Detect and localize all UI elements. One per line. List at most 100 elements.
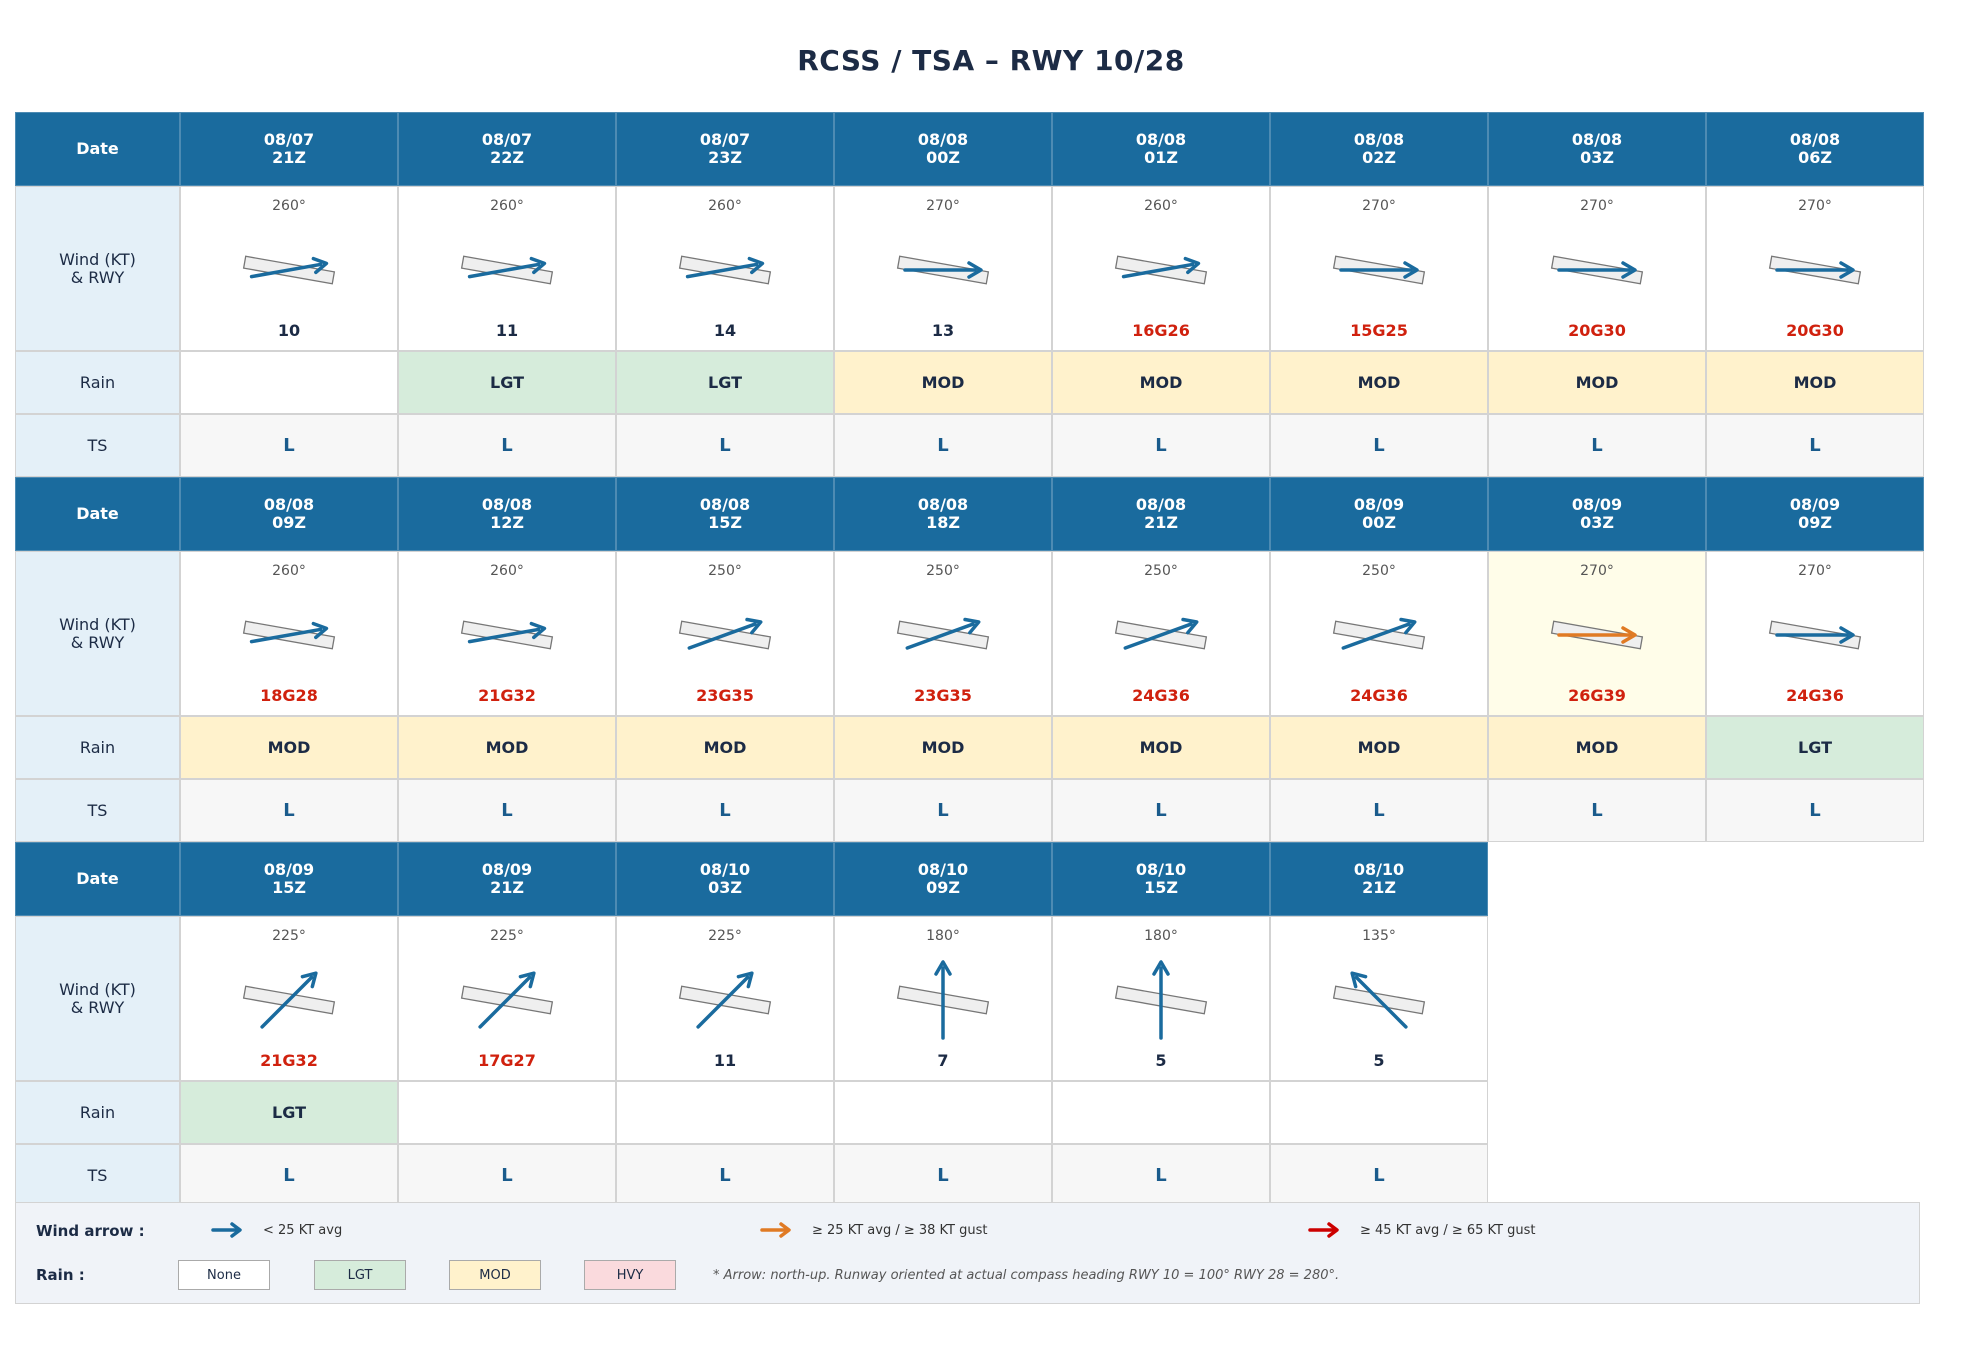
date-header: 08/08 18Z bbox=[834, 477, 1052, 551]
wind-arrow-graphic bbox=[1550, 620, 1644, 650]
wind-arrow-head bbox=[529, 256, 547, 275]
ts-cell: L bbox=[1052, 1144, 1270, 1207]
wind-cell: 225° 17G27 bbox=[398, 916, 616, 1081]
ts-cell: L bbox=[1270, 1144, 1488, 1207]
wind-arrow-graphic bbox=[896, 617, 990, 650]
wind-direction: 270° bbox=[1362, 198, 1396, 214]
header-date: 08/07 bbox=[699, 130, 751, 149]
wind-direction: 260° bbox=[272, 563, 306, 579]
wind-cell: 250° 23G35 bbox=[834, 551, 1052, 716]
wind-direction: 270° bbox=[1580, 198, 1614, 214]
wind-cell: 180° 5 bbox=[1052, 916, 1270, 1081]
ts-cell: L bbox=[834, 779, 1052, 842]
date-row-label: Date bbox=[15, 112, 180, 186]
legend-wind-text: < 25 KT avg bbox=[263, 1223, 343, 1238]
legend-rain-swatch-lgt: LGT bbox=[314, 1260, 406, 1290]
wind-arrow-graphic bbox=[1768, 620, 1862, 650]
header-date: 08/10 bbox=[1135, 860, 1187, 879]
wind-arrow-shaft bbox=[1341, 622, 1411, 650]
wind-arrow-shaft bbox=[687, 622, 757, 650]
header-date: 08/09 bbox=[263, 860, 315, 879]
rain-cell: MOD bbox=[1052, 716, 1270, 779]
date-header: 08/10 15Z bbox=[1052, 842, 1270, 916]
wind-direction: 270° bbox=[1580, 563, 1614, 579]
wind-speed: 21G32 bbox=[260, 1051, 318, 1070]
header-time: 03Z bbox=[1580, 513, 1614, 532]
wind-arrow-head bbox=[1152, 960, 1170, 976]
wind-arrow-graphic bbox=[242, 971, 336, 1029]
wind-cell: 260° 18G28 bbox=[180, 551, 398, 716]
legend-wind-text: ≥ 45 KT avg / ≥ 65 KT gust bbox=[1360, 1223, 1536, 1238]
ts-cell: L bbox=[834, 414, 1052, 477]
header-time: 06Z bbox=[1798, 148, 1832, 167]
date-header: 08/07 21Z bbox=[180, 112, 398, 186]
wind-speed: 26G39 bbox=[1568, 686, 1626, 705]
rain-cell: LGT bbox=[398, 351, 616, 414]
wind-direction: 270° bbox=[1798, 563, 1832, 579]
rain-cell bbox=[616, 1081, 834, 1144]
rain-cell: MOD bbox=[180, 716, 398, 779]
wind-arrow-head bbox=[1403, 261, 1419, 279]
wind-speed: 5 bbox=[1373, 1051, 1385, 1070]
ts-row-label: TS bbox=[15, 779, 180, 842]
rain-cell bbox=[1052, 1081, 1270, 1144]
wind-arrow-shaft bbox=[249, 262, 323, 279]
wind-direction: 250° bbox=[708, 563, 742, 579]
ts-cell: L bbox=[616, 1144, 834, 1207]
header-time: 09Z bbox=[272, 513, 306, 532]
wind-speed: 20G30 bbox=[1568, 321, 1626, 340]
wind-direction: 180° bbox=[1144, 928, 1178, 944]
wind-cell: 270° 26G39 bbox=[1488, 551, 1706, 716]
wind-cell: 270° 24G36 bbox=[1706, 551, 1924, 716]
wind-speed: 7 bbox=[937, 1051, 949, 1070]
wind-arrow-head bbox=[311, 621, 329, 640]
date-header: 08/08 12Z bbox=[398, 477, 616, 551]
rain-cell: MOD bbox=[1488, 716, 1706, 779]
legend-rain-title: Rain : bbox=[36, 1266, 85, 1284]
header-date: 08/09 bbox=[1789, 495, 1841, 514]
wind-cell: 260° 21G32 bbox=[398, 551, 616, 716]
wind-arrow-graphic bbox=[460, 620, 554, 650]
ts-cell: L bbox=[180, 1144, 398, 1207]
wind-label-line2: & RWY bbox=[70, 632, 125, 652]
wind-arrow-shaft bbox=[1121, 262, 1195, 279]
wind-arrow-graphic bbox=[896, 960, 990, 1040]
wind-arrow-shaft bbox=[1354, 975, 1408, 1029]
wind-arrow-head bbox=[311, 256, 329, 275]
wind-arrow-shaft bbox=[696, 975, 750, 1029]
header-date: 08/08 bbox=[1789, 130, 1841, 149]
legend-arrow-icon-strong bbox=[760, 1222, 791, 1238]
rain-cell: MOD bbox=[1488, 351, 1706, 414]
ts-cell: L bbox=[1052, 779, 1270, 842]
header-time: 09Z bbox=[926, 878, 960, 897]
wind-arrow-head bbox=[1350, 971, 1368, 989]
rain-cell: MOD bbox=[1706, 351, 1924, 414]
rain-row-label: Rain bbox=[15, 351, 180, 414]
wind-speed: 14 bbox=[713, 321, 737, 340]
rain-cell: LGT bbox=[616, 351, 834, 414]
rain-cell bbox=[1270, 1081, 1488, 1144]
wind-direction: 260° bbox=[272, 198, 306, 214]
wind-direction: 270° bbox=[926, 198, 960, 214]
wind-cell: 250° 23G35 bbox=[616, 551, 834, 716]
wind-direction: 270° bbox=[1798, 198, 1832, 214]
wind-arrow-graphic bbox=[1114, 960, 1208, 1040]
wind-arrow-head bbox=[1621, 261, 1637, 279]
wind-arrow-head bbox=[1839, 261, 1855, 279]
header-time: 21Z bbox=[490, 878, 524, 897]
wind-speed: 10 bbox=[277, 321, 301, 340]
wind-cell: 260° 11 bbox=[398, 186, 616, 351]
rain-cell: MOD bbox=[1052, 351, 1270, 414]
wind-label-line2: & RWY bbox=[70, 267, 125, 287]
wind-speed: 21G32 bbox=[478, 686, 536, 705]
date-header: 08/08 02Z bbox=[1270, 112, 1488, 186]
header-time: 01Z bbox=[1144, 148, 1178, 167]
wind-speed: 24G36 bbox=[1350, 686, 1408, 705]
date-header: 08/10 03Z bbox=[616, 842, 834, 916]
rain-cell: MOD bbox=[1270, 351, 1488, 414]
header-date: 08/08 bbox=[1135, 495, 1187, 514]
date-header: 08/08 06Z bbox=[1706, 112, 1924, 186]
wind-arrow-head bbox=[1621, 626, 1637, 644]
header-time: 15Z bbox=[272, 878, 306, 897]
forecast-block: Date Wind (KT) & RWY Rain TS 08/08 09Z 260° 18G2… bbox=[15, 477, 1924, 842]
